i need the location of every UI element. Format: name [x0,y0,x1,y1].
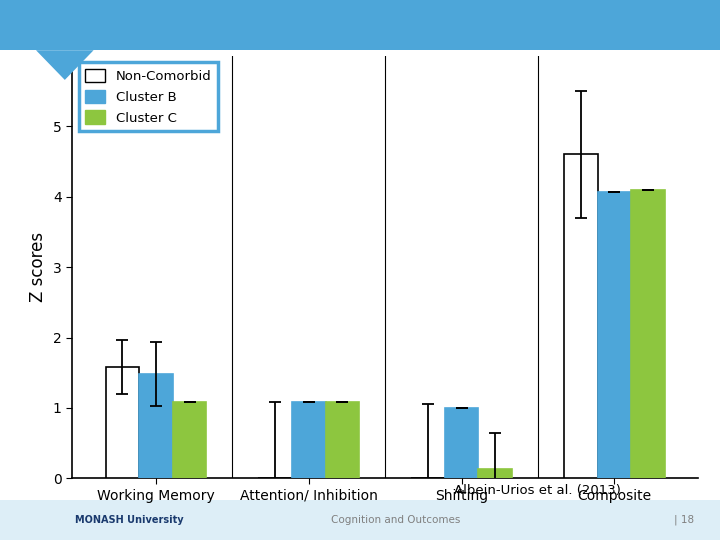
Bar [292,402,325,478]
Text: Albein-Urios et al. (2013): Albein-Urios et al. (2013) [454,484,621,497]
Bar [598,192,631,478]
Bar [139,374,173,478]
Legend: Non-Comorbid, Cluster B, Cluster C: Non-Comorbid, Cluster B, Cluster C [78,62,218,131]
Bar [445,408,478,478]
Bar [106,367,139,478]
Bar [478,469,512,478]
Y-axis label: Z scores: Z scores [29,232,47,302]
Bar [564,154,598,478]
Text: MONASH University: MONASH University [76,515,184,525]
Text: | 18: | 18 [674,515,694,525]
Bar [173,402,207,478]
Bar [325,402,359,478]
Text: Cognition and Outcomes: Cognition and Outcomes [331,515,461,525]
Bar [631,190,665,478]
